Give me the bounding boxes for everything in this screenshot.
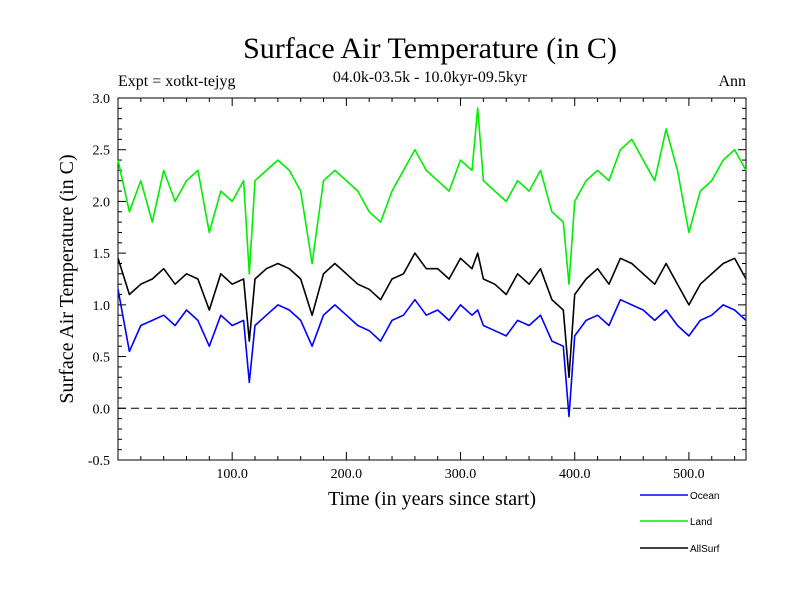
- series-line-ocean: [117, 289, 747, 418]
- chart-title: Surface Air Temperature (in C): [243, 32, 617, 65]
- y-tick-label: 0.5: [93, 351, 111, 366]
- chart-subtitle: 04.0k-03.5k - 10.0kyr-09.5kyr: [333, 69, 528, 86]
- series-line-land: [117, 107, 747, 286]
- plot-area: [117, 97, 747, 461]
- y-tick-label: 0.0: [93, 402, 111, 417]
- season-label: Ann: [718, 73, 746, 90]
- y-tick-label: 1.5: [93, 247, 111, 262]
- expt-label: Expt = xotkt-tejyg: [118, 73, 235, 90]
- y-tick-label: 2.0: [93, 195, 111, 210]
- y-axis: -0.5 0.0 0.5 1.0 1.5 2.0 2.5 3.0: [88, 92, 746, 469]
- x-tick-label: 200.0: [331, 467, 363, 482]
- x-tick-label: 100.0: [216, 467, 248, 482]
- legend: Ocean Land AllSurf: [640, 491, 720, 555]
- plot-frame: [117, 97, 747, 461]
- x-tick-label: 500.0: [673, 467, 705, 482]
- x-axis: 100.0 200.0 300.0 400.0 500.0: [140, 98, 736, 482]
- x-axis-label: Time (in years since start): [328, 488, 536, 510]
- series-group: [117, 107, 747, 418]
- y-tick-label: 2.5: [93, 144, 111, 159]
- x-tick-label: 400.0: [559, 467, 591, 482]
- legend-label-ocean: Ocean: [690, 491, 719, 502]
- y-tick-label: 1.0: [93, 299, 111, 314]
- y-tick-label: 3.0: [93, 92, 111, 107]
- legend-label-land: Land: [690, 517, 712, 528]
- series-line-allsurf: [117, 252, 747, 379]
- legend-label-allsurf: AllSurf: [690, 544, 720, 555]
- x-tick-label: 300.0: [445, 467, 477, 482]
- y-axis-label: Surface Air Temperature (in C): [56, 154, 78, 403]
- y-tick-label: -0.5: [88, 454, 110, 469]
